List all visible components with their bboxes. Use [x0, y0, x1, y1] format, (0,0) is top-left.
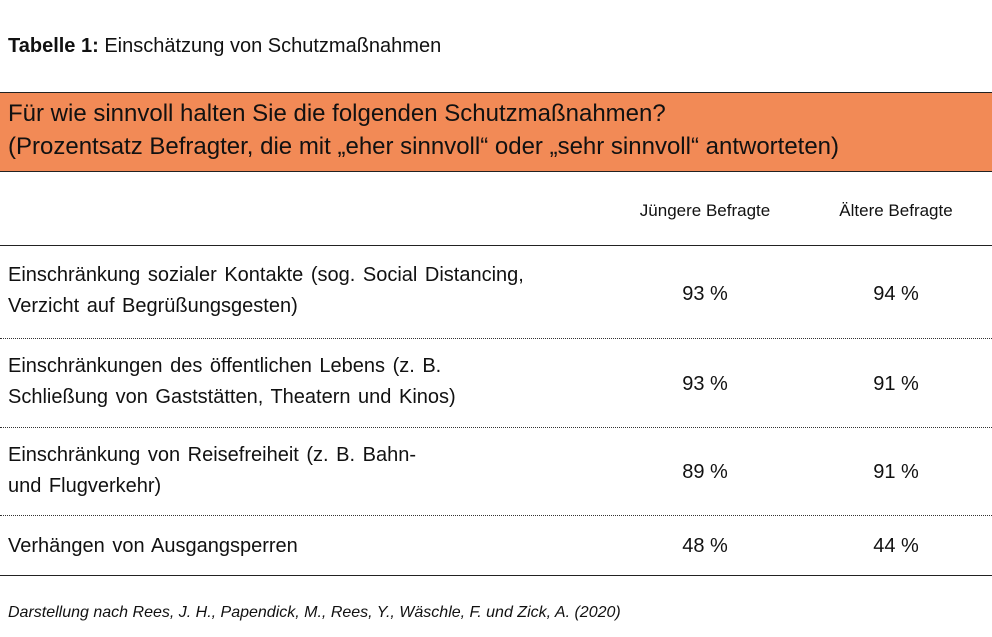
- header-divider: [0, 245, 992, 246]
- table-caption: Tabelle 1: Einschätzung von Schutzmaßnah…: [8, 33, 441, 59]
- row-label: Einschränkungen des öffentlichen Lebens …: [8, 351, 598, 413]
- value-younger: 93 %: [682, 283, 728, 305]
- question-header: Für wie sinnvoll halten Sie die folgende…: [0, 92, 992, 172]
- row-label: Einschränkung sozialer Kontakte (sog. So…: [8, 260, 598, 322]
- row-label-line: Einschränkung sozialer Kontakte (sog. So…: [8, 264, 524, 286]
- row-divider: [0, 515, 992, 516]
- question-line-1: Für wie sinnvoll halten Sie die folgende…: [8, 100, 666, 127]
- row-label-line: und Flugverkehr): [8, 475, 162, 497]
- row-label-line: Einschränkungen des öffentlichen Lebens …: [8, 355, 442, 377]
- source-note: Darstellung nach Rees, J. H., Papendick,…: [8, 604, 621, 621]
- value-older: 44 %: [873, 535, 919, 557]
- value-older: 91 %: [873, 461, 919, 483]
- caption-label: Tabelle 1:: [8, 35, 99, 57]
- row-divider: [0, 427, 992, 428]
- column-header-older: Ältere Befragte: [839, 201, 953, 220]
- row-label-line: Verzicht auf Begrüßungsgesten): [8, 295, 298, 317]
- row-label-line: Verhängen von Ausgangsperren: [8, 535, 298, 557]
- column-header-younger: Jüngere Befragte: [639, 201, 771, 220]
- question-line-2: (Prozentsatz Befragter, die mit „eher si…: [8, 133, 840, 160]
- value-younger: 89 %: [682, 461, 728, 483]
- row-divider: [0, 338, 992, 339]
- value-older: 91 %: [873, 373, 919, 395]
- row-label-line: Einschränkung von Reisefreiheit (z. B. B…: [8, 444, 416, 466]
- caption-text: Einschätzung von Schutzmaßnahmen: [104, 35, 442, 57]
- row-label-line: Schließung von Gaststätten, Theatern und…: [8, 386, 456, 408]
- value-younger: 93 %: [682, 373, 728, 395]
- table-bottom-rule: [0, 575, 992, 576]
- value-older: 94 %: [873, 283, 919, 305]
- row-label: Verhängen von Ausgangsperren: [8, 531, 598, 562]
- row-label: Einschränkung von Reisefreiheit (z. B. B…: [8, 440, 598, 502]
- value-younger: 48 %: [682, 535, 728, 557]
